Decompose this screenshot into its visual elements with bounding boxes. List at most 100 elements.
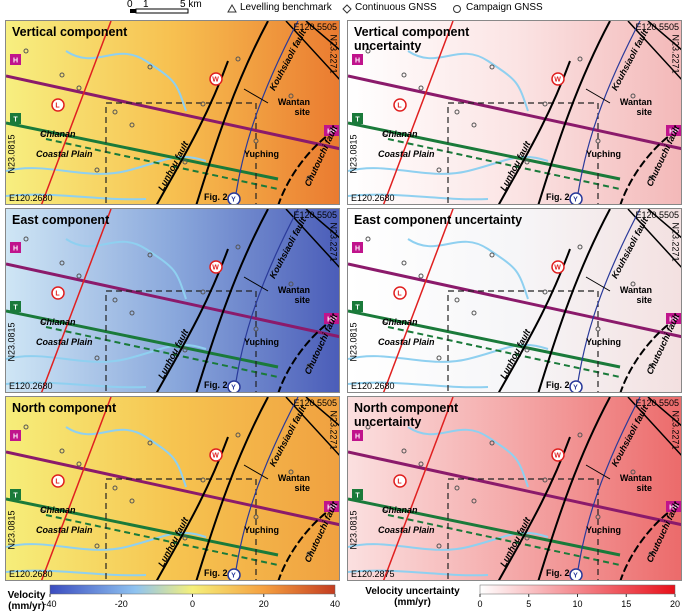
- arrow: [243, 276, 269, 292]
- river: [348, 155, 549, 175]
- badge-label: HP: [669, 505, 679, 512]
- site-label: Wantan site: [619, 97, 652, 117]
- badge-label: H: [13, 434, 18, 441]
- river: [348, 343, 549, 363]
- lat-left: N23.0815: [348, 510, 359, 550]
- gnss-site: [112, 109, 118, 115]
- gnss-site: [577, 432, 583, 438]
- figure-ref: Fig. 2: [546, 192, 570, 202]
- river: [348, 381, 489, 389]
- arrow: [243, 464, 269, 480]
- gnss-site: [418, 461, 424, 467]
- gnss-site: [288, 469, 294, 475]
- profile-l: [382, 397, 454, 580]
- plain-label: Coastal Plain: [378, 149, 435, 159]
- badge: [51, 286, 65, 300]
- gnss-site: [383, 506, 389, 512]
- gnss-site: [401, 448, 407, 454]
- river: [6, 343, 207, 363]
- gnss-site: [436, 355, 442, 361]
- gnss-site: [630, 281, 636, 287]
- inset-box: [105, 102, 257, 204]
- gnss-site: [182, 159, 188, 165]
- badge: [666, 501, 681, 512]
- colorbar-title: Velocity (mm/yr): [7, 590, 46, 611]
- badge-label: HP: [669, 317, 679, 324]
- plain-label: Chianan: [40, 129, 76, 139]
- plain-label: Chianan: [382, 129, 418, 139]
- badge: [51, 474, 65, 488]
- lon-top: E120.5505: [635, 22, 679, 32]
- profile-l: [382, 21, 454, 204]
- fault: [627, 209, 681, 268]
- gnss-site: [59, 448, 65, 454]
- figure-ref: Fig. 2: [204, 568, 228, 578]
- badge: [352, 301, 363, 312]
- colorbar-title: Velocity uncertainty (mm/yr): [365, 586, 460, 608]
- gnss-site: [235, 56, 241, 62]
- fault: [195, 209, 269, 392]
- badge-label: L: [397, 103, 402, 110]
- stream: [233, 209, 299, 392]
- colorbars: -40 -20 0 20 40 0 5 10 15 20: [43, 584, 680, 609]
- inset-box: [447, 290, 599, 392]
- fault: [277, 320, 332, 392]
- map-graphics: H T L W Y HP: [6, 209, 339, 392]
- gnss-site: [454, 297, 460, 303]
- arrow: [585, 276, 611, 292]
- colorbar-tick-label: 0: [477, 599, 482, 609]
- gnss-site: [129, 498, 135, 504]
- lat-right: N23.2271: [328, 222, 339, 262]
- site-label: Wantan site: [277, 285, 310, 305]
- badge: [393, 286, 407, 300]
- profile-h: [348, 74, 681, 151]
- gnss-site: [76, 85, 82, 91]
- badge: [352, 489, 363, 500]
- badge: [551, 448, 565, 462]
- colorbar-tick-label: 20: [259, 599, 269, 609]
- lat-right: N23.2271: [670, 34, 681, 74]
- badge-label: L: [55, 479, 60, 486]
- gnss-site: [200, 477, 206, 483]
- gnss-site: [23, 48, 29, 54]
- panel-title: North component uncertainty: [354, 401, 459, 429]
- badge-label: W: [212, 453, 219, 460]
- badge: [10, 301, 21, 312]
- gnss-site: [253, 138, 259, 144]
- lat-left: N23.0815: [6, 322, 17, 362]
- gnss-site: [147, 440, 153, 446]
- fault: [277, 132, 332, 204]
- plain-label: Coastal Plain: [36, 525, 93, 535]
- river: [6, 569, 147, 577]
- stream: [575, 21, 641, 204]
- gnss-site: [94, 355, 100, 361]
- profile-h: [6, 262, 339, 339]
- gnss-site: [489, 252, 495, 258]
- river: [65, 426, 187, 488]
- river: [348, 193, 489, 201]
- map-panel: H T L W Y HP North component E120.5505 N23.2271 N…: [5, 396, 340, 581]
- gnss-site: [23, 424, 29, 430]
- gnss-site: [454, 109, 460, 115]
- plain-label: Chianan: [382, 317, 418, 327]
- river: [65, 238, 187, 300]
- gnss-site: [471, 310, 477, 316]
- map-graphics: H T L W Y HP: [6, 397, 339, 580]
- gnss-site: [288, 93, 294, 99]
- badge-label: W: [212, 77, 219, 84]
- map-panel: H T L W Y HP Vertical component uncertainty E12…: [347, 20, 682, 205]
- gnss-site: [253, 326, 259, 332]
- gnss-site: [630, 469, 636, 475]
- gnss-site: [129, 310, 135, 316]
- badge: [227, 568, 241, 580]
- site-label: Wantan site: [619, 473, 652, 493]
- lon-bottom: E120.2680: [9, 569, 53, 579]
- gnss-site: [76, 273, 82, 279]
- gnss-site: [542, 289, 548, 295]
- gnss-site: [112, 297, 118, 303]
- profile-h: [6, 450, 339, 527]
- badge-label: W: [554, 453, 561, 460]
- fault: [619, 508, 674, 580]
- town-label: Yuching: [586, 525, 622, 535]
- gnss-site: [524, 535, 530, 541]
